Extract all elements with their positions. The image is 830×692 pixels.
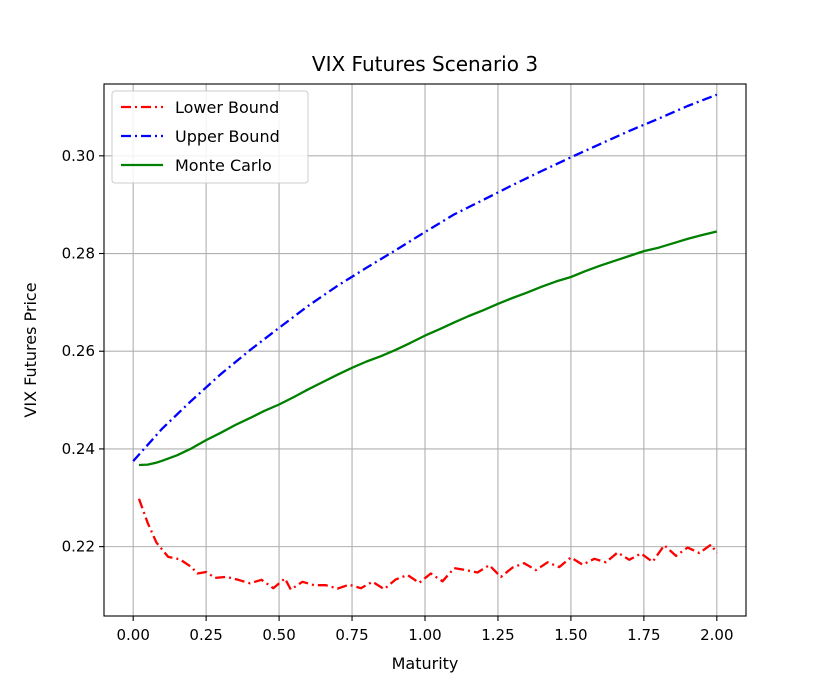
y-tick-label: 0.22 xyxy=(62,538,95,556)
series-lines xyxy=(132,93,718,591)
x-axis-label: Maturity xyxy=(392,654,459,673)
y-tick-label: 0.30 xyxy=(62,147,95,165)
chart-title: VIX Futures Scenario 3 xyxy=(312,52,538,76)
y-axis: 0.22 0.24 0.26 0.28 0.30 xyxy=(62,147,104,556)
series-line-monte-carlo xyxy=(138,230,718,467)
x-tick-label: 1.25 xyxy=(481,626,514,644)
legend-box xyxy=(111,90,309,184)
y-axis-label: VIX Futures Price xyxy=(21,282,40,417)
y-tick-label: 0.26 xyxy=(62,342,95,360)
x-tick-label: 1.50 xyxy=(554,626,587,644)
x-tick-label: 0.00 xyxy=(116,626,149,644)
y-tick-label: 0.24 xyxy=(62,440,95,458)
y-tick-label: 0.28 xyxy=(62,245,95,263)
legend-label: Lower Bound xyxy=(175,98,279,117)
legend: Lower Bound Upper Bound Monte Carlo xyxy=(111,90,309,184)
series-line-lower-bound xyxy=(137,498,718,591)
x-axis: 0.00 0.25 0.50 0.75 1.00 1.25 1.50 1.75 2.00 xyxy=(116,616,734,644)
x-tick-label: 1.75 xyxy=(627,626,660,644)
x-tick-label: 0.25 xyxy=(189,626,222,644)
x-tick-label: 0.75 xyxy=(335,626,368,644)
x-tick-label: 0.50 xyxy=(262,626,295,644)
x-tick-label: 2.00 xyxy=(700,626,733,644)
legend-label: Upper Bound xyxy=(175,127,280,146)
x-tick-label: 1.00 xyxy=(408,626,441,644)
legend-label: Monte Carlo xyxy=(175,156,272,175)
